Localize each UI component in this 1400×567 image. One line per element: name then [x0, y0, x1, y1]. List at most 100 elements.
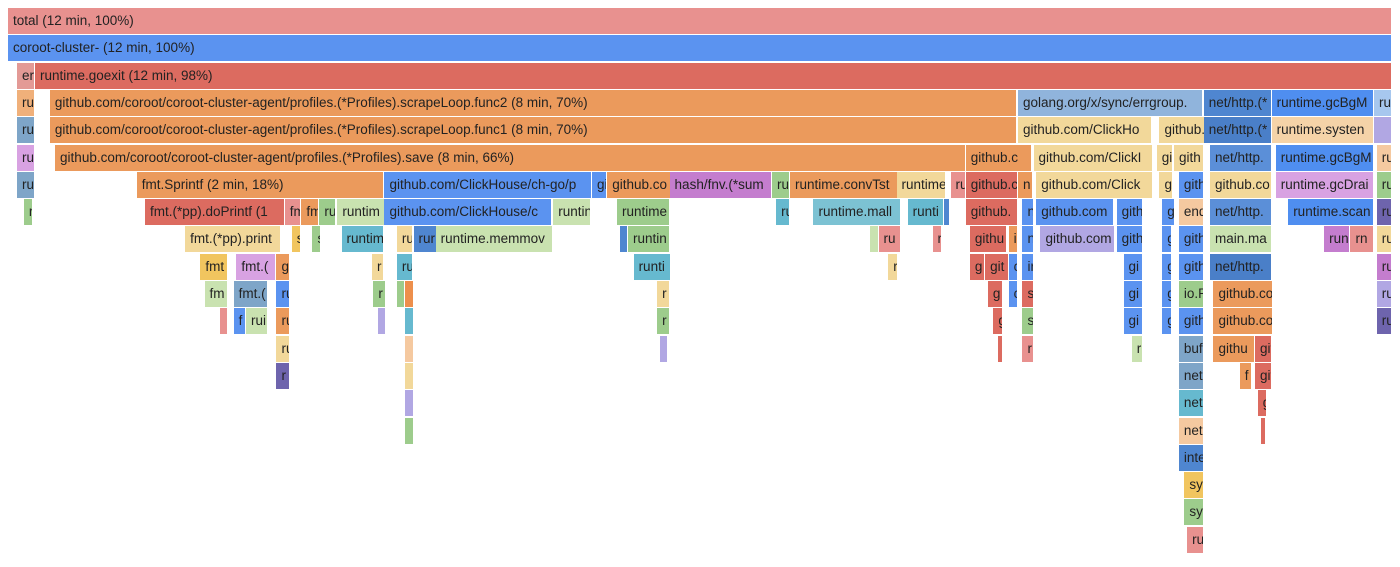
- frame[interactable]: gith: [1116, 199, 1142, 226]
- frame[interactable]: [405, 417, 413, 444]
- frame[interactable]: runtin: [553, 199, 590, 226]
- frame[interactable]: g: [987, 281, 1003, 307]
- frame[interactable]: net: [1178, 390, 1203, 417]
- frame[interactable]: ir: [1022, 253, 1033, 280]
- frame[interactable]: ru: [276, 281, 290, 307]
- frame[interactable]: gith: [1178, 308, 1203, 335]
- frame[interactable]: ru: [1376, 308, 1391, 335]
- frame[interactable]: g: [276, 253, 290, 280]
- frame[interactable]: rui: [246, 308, 268, 335]
- frame[interactable]: io: [1008, 226, 1018, 253]
- frame[interactable]: [997, 335, 1003, 362]
- frame[interactable]: github.co: [1210, 171, 1272, 198]
- frame[interactable]: hash/fnv.(*sum: [669, 171, 771, 198]
- frame[interactable]: ru: [319, 199, 335, 226]
- frame[interactable]: ru: [1376, 199, 1391, 226]
- frame[interactable]: g: [1162, 281, 1171, 307]
- frame[interactable]: net/http.: [1210, 144, 1272, 171]
- frame[interactable]: gith: [1178, 226, 1203, 253]
- frame[interactable]: sy: [1184, 499, 1203, 526]
- frame[interactable]: githu: [969, 226, 1007, 253]
- frame[interactable]: ru: [16, 171, 34, 198]
- frame[interactable]: fmt.(*pp).doPrintf (1: [145, 199, 284, 226]
- frame[interactable]: fm: [284, 199, 301, 226]
- frame[interactable]: ru: [1376, 226, 1391, 253]
- frame[interactable]: r: [657, 281, 669, 307]
- frame[interactable]: runtime.scan: [1288, 199, 1373, 226]
- frame[interactable]: [659, 335, 668, 362]
- frame[interactable]: runti: [907, 199, 943, 226]
- frame[interactable]: git: [1254, 335, 1271, 362]
- frame[interactable]: total (12 min, 100%): [8, 8, 1391, 34]
- frame[interactable]: net: [1178, 362, 1203, 389]
- frame[interactable]: s: [312, 226, 320, 253]
- frame[interactable]: rur: [413, 226, 437, 253]
- frame[interactable]: ru: [1376, 253, 1391, 280]
- frame[interactable]: github.com/ClickHo: [1018, 117, 1152, 144]
- frame[interactable]: ru: [878, 226, 900, 253]
- frame[interactable]: buf: [1178, 335, 1203, 362]
- frame[interactable]: f: [233, 308, 246, 335]
- frame[interactable]: github.: [965, 199, 1018, 226]
- frame[interactable]: net: [1178, 417, 1203, 444]
- frame[interactable]: [619, 226, 628, 253]
- frame[interactable]: runtime.goexit (12 min, 98%): [34, 62, 1391, 89]
- frame[interactable]: ru: [16, 117, 34, 144]
- frame[interactable]: coroot-cluster- (12 min, 100%): [8, 35, 1391, 62]
- frame[interactable]: ru: [276, 308, 290, 335]
- frame[interactable]: github.co: [607, 171, 670, 198]
- frame[interactable]: golang.org/x/sync/errgroup.: [1018, 89, 1203, 116]
- frame[interactable]: n: [1018, 171, 1033, 198]
- frame[interactable]: githu: [1213, 335, 1254, 362]
- frame[interactable]: e: [1260, 417, 1266, 444]
- frame[interactable]: [377, 308, 385, 335]
- frame[interactable]: ru: [1376, 281, 1391, 307]
- frame[interactable]: runtime.mall: [813, 199, 900, 226]
- frame[interactable]: ru: [771, 171, 789, 198]
- frame[interactable]: runtime: [896, 171, 946, 198]
- frame[interactable]: fmt.(: [233, 281, 268, 307]
- frame[interactable]: s: [291, 226, 301, 253]
- frame[interactable]: r: [276, 362, 290, 389]
- frame[interactable]: g: [1257, 390, 1267, 417]
- frame[interactable]: github.com/coroot/coroot-cluster-agent/p…: [55, 144, 965, 171]
- frame[interactable]: [405, 335, 413, 362]
- frame[interactable]: f: [1239, 362, 1252, 389]
- frame[interactable]: github.com/ClickI: [1033, 144, 1152, 171]
- frame[interactable]: er: [16, 62, 34, 89]
- frame[interactable]: fmt.(*pp).print: [185, 226, 280, 253]
- frame[interactable]: gith: [1116, 226, 1142, 253]
- frame[interactable]: n: [1022, 199, 1033, 226]
- frame[interactable]: net/http.: [1210, 253, 1272, 280]
- frame[interactable]: fm: [204, 281, 228, 307]
- frame[interactable]: runtim: [337, 199, 385, 226]
- frame[interactable]: inte: [1178, 444, 1203, 471]
- frame[interactable]: r: [1131, 335, 1142, 362]
- frame[interactable]: [1374, 117, 1391, 144]
- frame[interactable]: gi: [592, 171, 607, 198]
- frame[interactable]: sy: [1184, 472, 1203, 499]
- frame[interactable]: runtime.memmov: [435, 226, 553, 253]
- frame[interactable]: runtime.convTst: [789, 171, 899, 198]
- frame[interactable]: github.com/coroot/coroot-cluster-agent/p…: [49, 89, 1017, 116]
- frame[interactable]: [219, 308, 228, 335]
- frame[interactable]: ru: [396, 253, 413, 280]
- frame[interactable]: runtime.gcBgM: [1275, 144, 1373, 171]
- frame[interactable]: ru: [776, 199, 789, 226]
- frame[interactable]: github.com/ClickHouse/c: [384, 199, 551, 226]
- frame[interactable]: net/http.(*: [1203, 117, 1271, 144]
- frame[interactable]: r: [657, 308, 669, 335]
- frame[interactable]: runtime.systen: [1271, 117, 1373, 144]
- frame[interactable]: gi: [1162, 199, 1174, 226]
- frame[interactable]: runtim: [341, 226, 384, 253]
- frame[interactable]: [396, 281, 405, 307]
- frame[interactable]: github.co: [1213, 308, 1272, 335]
- frame[interactable]: s: [1022, 308, 1033, 335]
- frame[interactable]: runtin: [628, 226, 669, 253]
- frame[interactable]: g: [1162, 308, 1171, 335]
- frame[interactable]: io.R: [1178, 281, 1203, 307]
- frame[interactable]: net/http.: [1210, 199, 1272, 226]
- frame[interactable]: ru: [16, 89, 34, 116]
- frame[interactable]: ru: [950, 171, 965, 198]
- frame[interactable]: g: [1162, 226, 1171, 253]
